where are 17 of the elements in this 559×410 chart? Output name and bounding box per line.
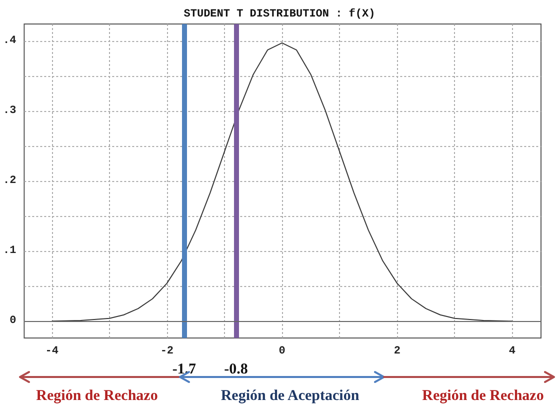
y-tick-label: .3 [3, 104, 17, 117]
text: Región de Rechazo [422, 388, 544, 405]
ref-line-label: -0.8 [224, 362, 248, 378]
ref-line-label: -1.7 [172, 362, 197, 378]
y-tick-label: .1 [3, 245, 17, 258]
text: Región de Rechazo [36, 388, 158, 405]
x-tick-label: 2 [394, 346, 400, 358]
y-tick-label: 0 [10, 315, 16, 328]
x-tick-label: 4 [508, 346, 516, 358]
x-tick-label: 0 [278, 346, 286, 358]
line-series [51, 42, 513, 322]
y-tick-label: .4 [3, 34, 17, 47]
x-tick-label: -4 [45, 346, 59, 358]
y-tick-label: .2 [3, 175, 16, 187]
x-tick-label: -2 [160, 346, 174, 358]
text: Región de Aceptación [220, 388, 360, 405]
chart-title: STUDENT T DISTRIBUTION : f(X) [184, 8, 376, 20]
